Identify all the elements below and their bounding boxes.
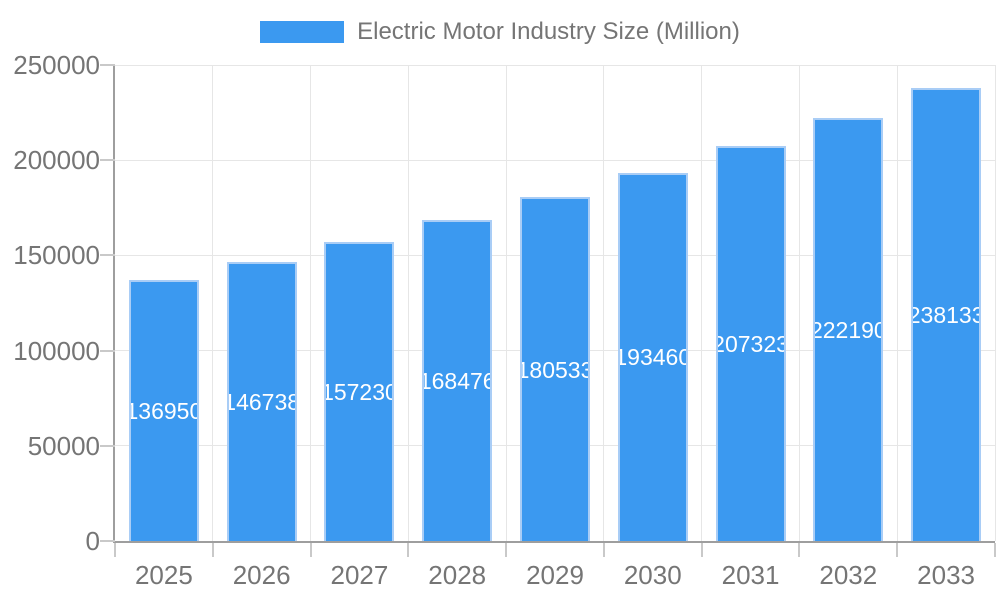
bar-value-label: 238133 [911, 301, 982, 328]
x-tick-label-2031: 2031 [721, 560, 780, 590]
bar-2026[interactable]: 146738 [226, 261, 297, 541]
bar-value-label: 207323 [715, 331, 786, 358]
x-tick-label-2028: 2028 [428, 560, 487, 590]
bar-value-label: 222190 [813, 316, 884, 343]
h-gridline [115, 64, 995, 66]
v-gridline [212, 65, 214, 541]
v-gridline [994, 65, 996, 541]
v-gridline [798, 65, 800, 541]
x-tick-mark [700, 543, 703, 557]
x-tick-mark [896, 543, 899, 557]
legend-swatch [260, 21, 345, 43]
y-tick-label: 250000 [13, 50, 100, 80]
y-tick-mark [100, 444, 115, 447]
x-tick-mark [407, 543, 410, 557]
y-tick-label: 200000 [13, 145, 100, 176]
legend[interactable]: Electric Motor Industry Size (Million) [0, 18, 1000, 46]
y-tick-mark [100, 254, 115, 257]
bar-2025[interactable]: 136950 [128, 280, 199, 541]
bar-2029[interactable]: 180533 [520, 197, 590, 541]
x-tick-mark [505, 543, 508, 557]
x-tick-mark [114, 543, 116, 557]
plot-area: 0 50000 100000 150000 200000 250000 136950 2025… [13, 50, 996, 590]
legend-label: Electric Motor Industry Size (Million) [357, 18, 740, 45]
x-tick-label-2033: 2033 [917, 560, 976, 590]
y-axis-line [113, 65, 115, 543]
y-tick-label: 100000 [13, 335, 100, 366]
bar-value-label: 136950 [128, 398, 199, 425]
bar-value-label: 157230 [324, 378, 395, 405]
y-tick-label: 150000 [13, 240, 100, 271]
x-tick-mark [994, 543, 996, 557]
x-tick-label-2027: 2027 [330, 560, 389, 590]
bar-2027[interactable]: 157230 [324, 241, 395, 541]
x-tick-label-2030: 2030 [623, 560, 682, 590]
y-tick-mark [100, 159, 115, 162]
bar-2028[interactable]: 168476 [422, 220, 493, 541]
x-axis-line [113, 541, 995, 543]
x-tick-mark [309, 543, 312, 557]
v-gridline [701, 65, 703, 541]
x-tick-label-2025: 2025 [134, 560, 193, 590]
x-tick-mark [798, 543, 801, 557]
bar-2033[interactable]: 238133 [911, 87, 982, 541]
bar-value-label: 180533 [520, 356, 590, 383]
x-tick-mark [602, 543, 605, 557]
bar-2031[interactable]: 207323 [715, 146, 786, 541]
v-gridline [505, 65, 507, 541]
bar-value-label: 193460 [617, 344, 688, 371]
x-tick-label-2032: 2032 [819, 560, 878, 590]
bar-2032[interactable]: 222190 [813, 117, 884, 541]
h-gridline [115, 159, 995, 161]
y-tick-label: 0 [85, 526, 100, 556]
y-tick-mark [100, 540, 115, 542]
x-tick-label-2026: 2026 [232, 560, 291, 590]
v-gridline [407, 65, 409, 541]
x-tick-mark [211, 543, 214, 557]
y-tick-mark [100, 349, 115, 352]
v-gridline [310, 65, 312, 541]
v-gridline [896, 65, 898, 541]
bar-2030[interactable]: 193460 [617, 172, 688, 541]
y-tick-label: 50000 [27, 430, 100, 461]
x-tick-label-2029: 2029 [526, 560, 584, 590]
y-tick-mark [100, 64, 115, 66]
v-gridline [603, 65, 605, 541]
bar-value-label: 168476 [422, 368, 493, 395]
bar-value-label: 146738 [226, 388, 297, 415]
